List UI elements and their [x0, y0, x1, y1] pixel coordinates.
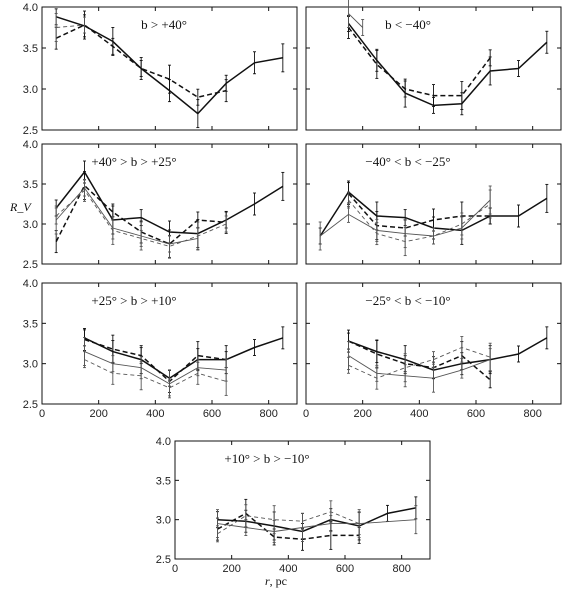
- y-tick-label: 3.5: [23, 43, 38, 55]
- x-tick-label: 200: [89, 408, 107, 420]
- panel-title: +10° > b > −10°: [224, 451, 309, 466]
- series-line-dashed-bold: [347, 193, 491, 229]
- panel-1: 4.0 3.5 3.0 2.5 b > +40°: [23, 2, 298, 137]
- series-line-solid-bold: [347, 22, 548, 107]
- x-tick-label: 600: [336, 563, 354, 575]
- y-tick-label: 4.0: [23, 2, 38, 14]
- y-tick-label: 2.5: [156, 554, 171, 566]
- panel-title: −25° < b < −10°: [365, 293, 450, 308]
- panel-title: +40° > b > +25°: [91, 154, 176, 169]
- y-tick-label: 3.0: [23, 84, 38, 96]
- series-line-solid-bold: [84, 337, 284, 380]
- y-tick-label: 3.5: [156, 475, 171, 487]
- series-line-dashed-bold: [348, 340, 491, 381]
- series-line-dashed-thin: [348, 199, 491, 243]
- x-tick-label: 0: [172, 563, 178, 575]
- series-line-solid-thin: [348, 13, 364, 28]
- y-axis-title: R_V: [9, 200, 32, 214]
- y-tick-label: 2.5: [23, 399, 38, 411]
- y-tick-label: 2.5: [23, 125, 38, 137]
- panel-frame: [41, 6, 298, 131]
- x-axis-var: r: [265, 574, 270, 588]
- panel-frame: [305, 143, 562, 265]
- panel-title: b > +40°: [141, 17, 187, 32]
- x-tick-label: 400: [410, 408, 428, 420]
- panel-frame: [305, 6, 562, 131]
- x-tick-label: 200: [353, 408, 371, 420]
- series-line-dashed-bold: [217, 512, 360, 541]
- y-tick-label: 4.0: [156, 436, 171, 448]
- x-tick-label: 800: [523, 408, 541, 420]
- x-tick-label: 800: [259, 408, 277, 420]
- panel-frame: [41, 282, 298, 405]
- panel-2: b < −40°: [305, 0, 562, 131]
- x-tick-label: 600: [203, 408, 221, 420]
- panel-frame: [174, 440, 431, 560]
- panel-4: −40° < b < −25°: [305, 143, 562, 265]
- y-tick-label: 3.0: [23, 359, 38, 371]
- panel-5: 4.0 3.5 3.0 2.50 200 400 600 800 +25° > b > +10°: [23, 278, 298, 420]
- series-line-solid-thin: [55, 187, 198, 245]
- x-tick-label: 400: [146, 408, 164, 420]
- y-tick-label: 4.0: [23, 139, 38, 151]
- y-tick-label: 4.0: [23, 278, 38, 290]
- series-line-dashed-bold: [84, 338, 227, 383]
- x-tick-label: 600: [467, 408, 485, 420]
- y-tick-label: 3.0: [23, 219, 38, 231]
- y-tick-label: 2.5: [23, 259, 38, 271]
- panel-title: b < −40°: [385, 17, 431, 32]
- series-line-solid-thin: [348, 355, 491, 379]
- series-line-dashed-thin: [348, 347, 491, 379]
- y-tick-label: 3.5: [23, 318, 38, 330]
- panel-frame: [41, 143, 298, 265]
- x-tick-label: 400: [279, 563, 297, 575]
- panels-group: 4.0 3.5 3.0 2.5 b > +40° b < −40° 4.0 3.5 3.0 2.5…: [23, 0, 562, 575]
- panel-3: 4.0 3.5 3.0 2.5 +40° > b > +25°: [23, 139, 298, 271]
- series-line-solid-bold: [348, 337, 548, 371]
- panel-7: 4.0 3.5 3.0 2.50 200 400 600 800 +10° > b > −10°: [156, 436, 431, 575]
- x-tick-label: 800: [392, 563, 410, 575]
- series-line-dashed-bold: [347, 27, 491, 97]
- panel-6: 0 200 400 600 800 −25° < b < −10°: [303, 282, 562, 420]
- y-tick-label: 3.0: [156, 515, 171, 527]
- series-line-solid-thin: [84, 351, 227, 385]
- y-tick-label: 3.5: [23, 179, 38, 191]
- x-axis-unit: , pc: [270, 574, 287, 588]
- y-axis-title-text: R_V: [9, 200, 32, 214]
- panel-title: +25° > b > +10°: [91, 293, 176, 308]
- panel-frame: [305, 282, 562, 405]
- panel-title: −40° < b < −25°: [365, 154, 450, 169]
- series-line-dashed-thin: [84, 359, 227, 389]
- x-tick-label: 0: [39, 408, 45, 420]
- x-tick-label: 200: [222, 563, 240, 575]
- x-tick-label: 0: [303, 408, 309, 420]
- series-line-dashed-thin: [217, 511, 360, 535]
- x-axis-title: r, pc: [265, 574, 287, 588]
- series-line-dashed-thin: [56, 24, 85, 28]
